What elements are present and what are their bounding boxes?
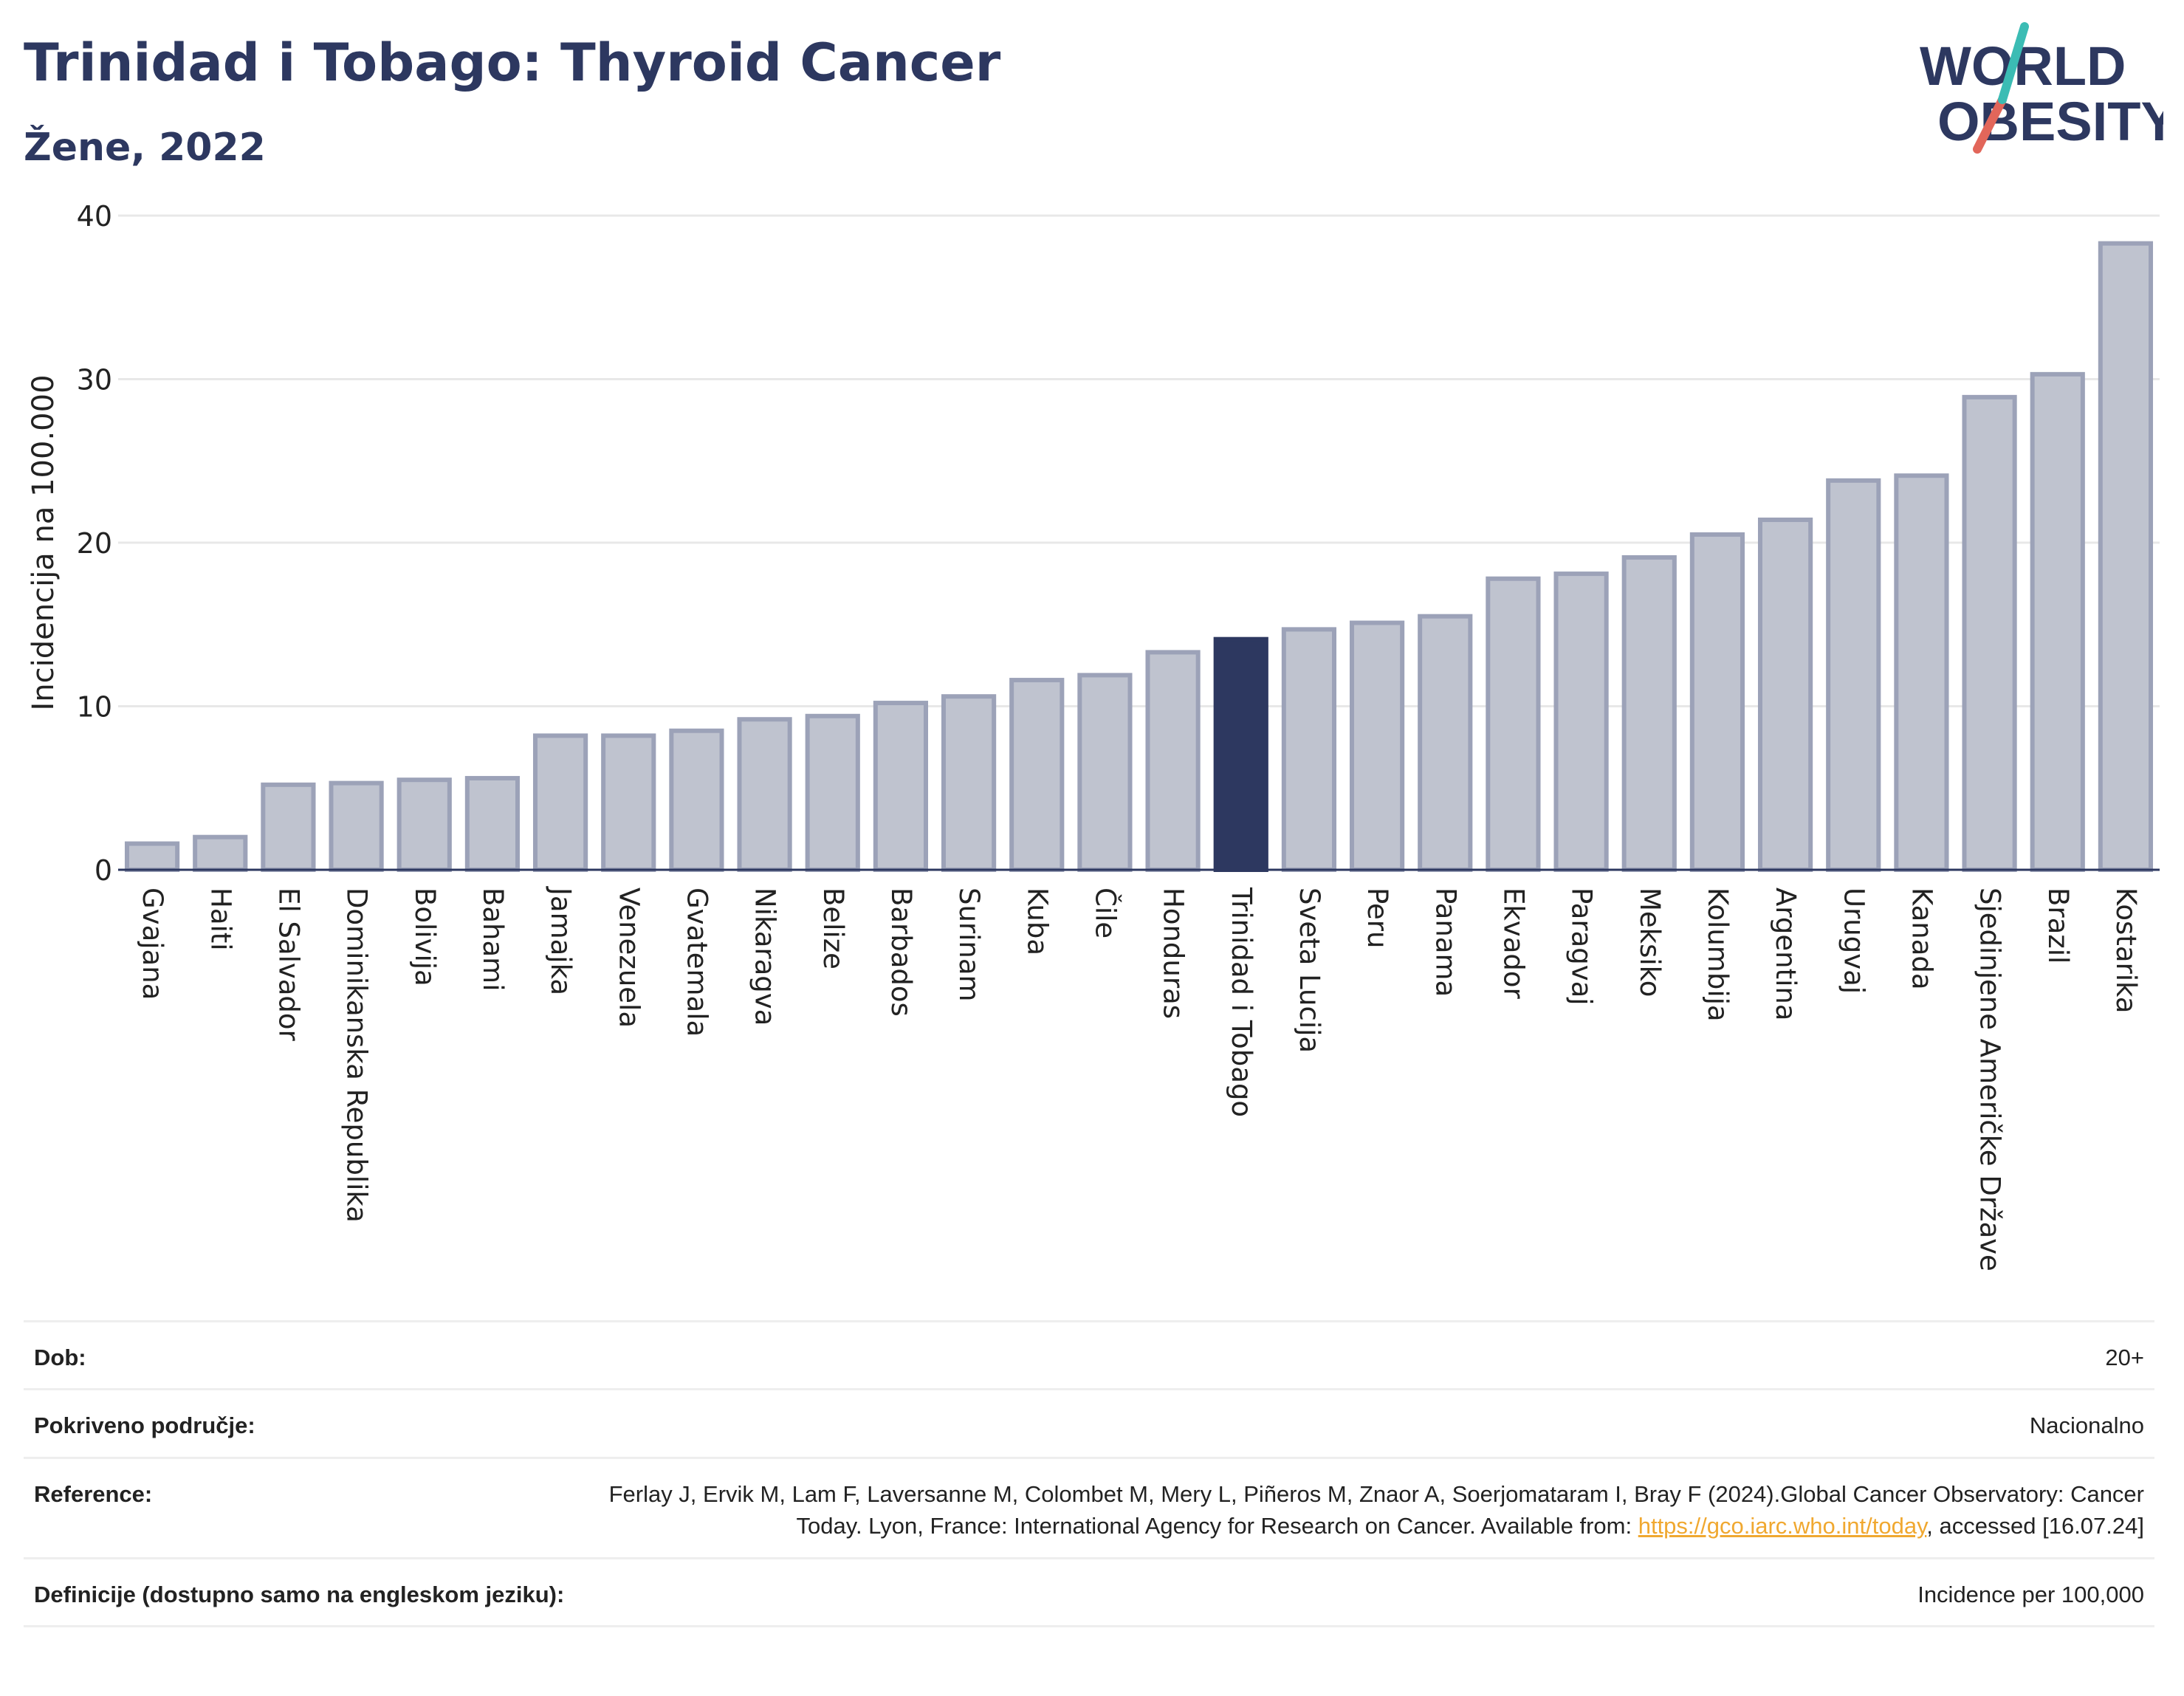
info-row-definitions: Definicije (dostupno samo na engleskom j… xyxy=(24,1556,2154,1627)
bar xyxy=(1077,673,1133,872)
world-obesity-logo: WORLD OBESITY xyxy=(1920,22,2163,154)
bar xyxy=(1962,394,2017,872)
info-value: Nacionalno xyxy=(2029,1412,2144,1439)
bar xyxy=(1418,614,1473,872)
x-tick-label: Gvajana xyxy=(137,888,168,1000)
bar xyxy=(1349,620,1405,872)
logo-slash-red xyxy=(1973,95,2007,154)
x-tick-label: Venezuela xyxy=(613,888,645,1028)
x-tick-label: Surinam xyxy=(953,888,985,1002)
info-label: Definicije (dostupno samo na engleskom j… xyxy=(34,1581,565,1607)
bar xyxy=(532,733,588,872)
x-tick-label: Honduras xyxy=(1158,888,1189,1019)
y-tick-label: 10 xyxy=(77,691,112,724)
bar xyxy=(601,733,656,872)
logo-slash-teal xyxy=(1998,22,2029,104)
x-tick-label: Panama xyxy=(1429,888,1461,997)
reference-link[interactable]: https://gco.iarc.who.int/today xyxy=(1638,1513,1927,1539)
x-tick-label: Nikaragva xyxy=(749,888,781,1026)
bar xyxy=(1826,478,1881,872)
y-tick-label: 40 xyxy=(77,200,112,233)
x-tick-label: Kanada xyxy=(1906,888,1937,990)
reference-accessed: , accessed [16.07.24] xyxy=(1926,1513,2144,1539)
info-row-age: Dob: 20+ xyxy=(24,1320,2154,1388)
bar xyxy=(329,780,384,872)
x-tick-label: Bolivija xyxy=(409,888,441,986)
info-table: Dob: 20+ Pokriveno područje: Nacionalno … xyxy=(24,1320,2154,1627)
logo-line2: OBESITY xyxy=(1937,91,2163,152)
info-label: Dob: xyxy=(34,1345,86,1370)
bar xyxy=(1145,650,1201,873)
bar xyxy=(1553,571,1609,873)
bar xyxy=(873,701,929,872)
x-tick-label: Kostarika xyxy=(2110,888,2142,1013)
bar xyxy=(737,717,792,872)
y-tick-label: 0 xyxy=(95,854,112,887)
x-tick-label: Urugvaj xyxy=(1838,888,1869,994)
bar xyxy=(1894,473,1949,872)
bar xyxy=(396,777,452,873)
bar xyxy=(2030,371,2085,873)
chart-subtitle: Žene, 2022 xyxy=(24,126,266,170)
x-tick-label: Belize xyxy=(817,888,849,969)
bar xyxy=(193,834,248,872)
x-tick-label: Argentina xyxy=(1770,888,1802,1020)
bar xyxy=(1213,636,1268,872)
x-tick-label: Meksiko xyxy=(1634,888,1666,997)
x-tick-label: Kolumbija xyxy=(1702,888,1734,1022)
x-tick-label: Bahami xyxy=(477,888,509,992)
info-value: Incidence per 100,000 xyxy=(1917,1581,2144,1607)
info-label: Pokriveno područje: xyxy=(34,1412,255,1439)
y-axis-label: Incidencija na 100.000 xyxy=(27,374,61,710)
x-tick-label: Trinidad i Tobago xyxy=(1226,887,1257,1117)
bar xyxy=(1281,627,1337,873)
bar xyxy=(1757,517,1813,872)
x-tick-label: Peru xyxy=(1361,888,1393,948)
bar xyxy=(1486,576,1541,872)
info-value-reference: Ferlay J, Ervik M, Lam F, Laversanne M, … xyxy=(594,1478,2144,1542)
x-tick-label: Haiti xyxy=(205,888,236,951)
x-tick-label: Sjedinjene Američke Države xyxy=(1974,888,2006,1271)
info-row-coverage: Pokriveno područje: Nacionalno xyxy=(24,1388,2154,1456)
bar xyxy=(1689,532,1745,872)
x-tick-label: El Salvador xyxy=(272,888,304,1042)
bar xyxy=(941,694,997,873)
x-tick-label: Paragvaj xyxy=(1566,888,1598,1006)
y-tick-label: 30 xyxy=(77,364,112,396)
bar xyxy=(805,713,860,872)
bar xyxy=(464,775,521,872)
x-tick-label: Kuba xyxy=(1021,888,1053,955)
bar xyxy=(1009,678,1065,872)
y-tick-label: 20 xyxy=(77,527,112,560)
info-row-reference: Reference: Ferlay J, Ervik M, Lam F, Lav… xyxy=(24,1456,2154,1557)
x-tick-label: Jamajka xyxy=(545,886,577,995)
info-value: 20+ xyxy=(2105,1345,2144,1370)
info-label: Reference: xyxy=(34,1480,153,1507)
bar xyxy=(1621,555,1677,872)
bar xyxy=(2098,241,2154,872)
x-tick-label: Sveta Lucija xyxy=(1294,888,1325,1053)
chart-title: Trinidad i Tobago: Thyroid Cancer xyxy=(24,32,1001,93)
bar xyxy=(124,841,180,873)
x-tick-label: Dominikanska Republika xyxy=(341,888,373,1223)
reference-text: Ferlay J, Ervik M, Lam F, Laversanne M, … xyxy=(608,1480,2144,1539)
bar-chart: 0 10 20 30 40 Incidencija na 100.000 Gvajana Ha… xyxy=(27,200,2160,1271)
x-tick-label: Ekvador xyxy=(1497,888,1529,999)
x-tick-label: Brazil xyxy=(2042,888,2074,964)
x-tick-label: Barbados xyxy=(885,888,917,1017)
bar xyxy=(261,782,316,872)
x-tick-label: Čile xyxy=(1089,888,1122,938)
x-tick-label: Gvatemala xyxy=(681,888,712,1037)
bar xyxy=(669,728,724,872)
